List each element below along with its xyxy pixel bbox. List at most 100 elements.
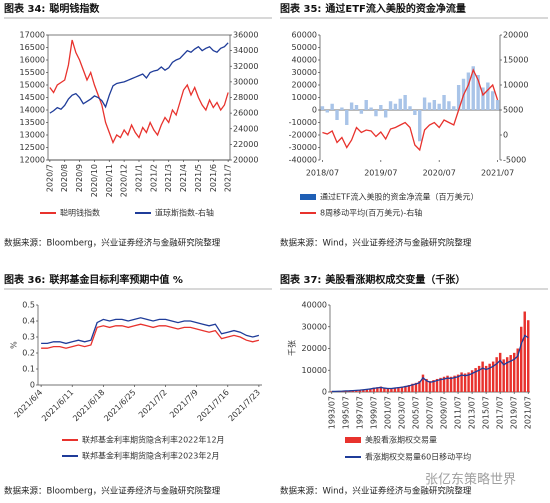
- bar: [411, 383, 414, 392]
- y-tick-label: 0.4: [22, 317, 35, 326]
- y2-tick-label: 10000: [503, 81, 528, 90]
- source-note: 数据来源：Wind，兴业证券经济与金融研究院整理: [280, 486, 472, 497]
- x-tick-label: 2019/07: [510, 396, 519, 429]
- bar: [452, 106, 456, 110]
- figure-label: 图表 37:: [280, 273, 321, 286]
- y-tick-label: -30000: [289, 143, 317, 152]
- line: [322, 68, 499, 152]
- bar: [428, 381, 432, 392]
- y-tick-label: 16500: [20, 43, 45, 52]
- x-tick-label: 2021/1: [135, 164, 144, 192]
- bar: [354, 105, 359, 110]
- y-tick-label: 0.1: [22, 365, 35, 374]
- source-note: 数据来源：Bloomberg，兴业证券经济与金融研究院整理: [4, 486, 221, 497]
- y2-tick-label: -5000: [503, 156, 526, 165]
- bar: [442, 376, 446, 392]
- bar: [495, 357, 498, 392]
- y-tick-label: 13500: [20, 118, 45, 127]
- y-tick-label: 13000: [20, 131, 45, 140]
- bar: [474, 368, 477, 392]
- chart-title: 聪明钱指数: [49, 2, 100, 15]
- bar: [364, 100, 368, 110]
- bar: [486, 82, 490, 110]
- legend-label: 聪明钱指数: [60, 208, 100, 218]
- y-axis-label: %: [10, 341, 19, 349]
- bar: [481, 361, 484, 392]
- bar: [512, 352, 516, 392]
- line: [49, 39, 229, 145]
- bar: [418, 110, 422, 142]
- x-tick-label: 2001/07: [383, 396, 392, 429]
- bar: [432, 100, 437, 110]
- legend-label: 联邦基金利率期货隐含利率2022年12月: [82, 435, 225, 445]
- bar: [362, 389, 365, 392]
- x-tick-label: 2011/07: [454, 396, 463, 429]
- y-tick-label: -20000: [289, 131, 317, 140]
- chart-header: 图表 35: 通过ETF流入美股的资金净流量: [280, 2, 466, 15]
- bar: [400, 386, 404, 392]
- bar: [460, 372, 463, 392]
- bar: [386, 388, 390, 392]
- bar: [330, 391, 333, 392]
- bar: [408, 106, 412, 110]
- x-tick-label: 2021/7: [224, 164, 233, 192]
- legend-label: 通过ETF流入美股的资金净流量（百万美元）: [320, 192, 479, 202]
- plot-frame: [47, 34, 231, 161]
- x-tick-label: 2021/07: [481, 169, 514, 178]
- legend-swatch: [345, 437, 361, 443]
- y-tick-label: 20000: [292, 81, 317, 90]
- bar: [481, 87, 485, 110]
- bar: [456, 85, 461, 110]
- bar: [439, 377, 442, 392]
- bar: [491, 91, 495, 110]
- source-note: 数据来源：Bloomberg，兴业证券经济与金融研究院整理: [4, 238, 221, 249]
- bar: [463, 373, 467, 392]
- bar: [379, 105, 383, 110]
- y-tick-label: 0: [30, 381, 35, 390]
- bar: [413, 110, 417, 115]
- bar: [523, 311, 526, 392]
- bar: [383, 387, 386, 392]
- bar: [520, 326, 523, 392]
- bar: [488, 363, 491, 392]
- y-tick-label: -10000: [289, 118, 317, 127]
- bar: [340, 107, 344, 110]
- chart-title: 通过ETF流入美股的资金净流量: [325, 2, 465, 15]
- y2-tick-label: 26000: [233, 109, 258, 118]
- chart: 图表 34: 聪明钱指数 12000 12500 13000 13500 14000 1450…: [4, 2, 272, 249]
- bar: [502, 359, 505, 392]
- bar: [491, 361, 495, 392]
- bar: [407, 385, 411, 392]
- x-tick-label: 2021/6/25: [102, 388, 137, 423]
- y-tick-label: 0.5: [22, 301, 35, 310]
- x-tick-label: 1997/07: [355, 396, 364, 429]
- bar: [495, 100, 500, 110]
- line: [41, 323, 260, 349]
- y-tick-label: 10000: [292, 93, 317, 102]
- bar: [403, 95, 407, 110]
- chart-header: 图表 37: 美股看涨期权成交变量（千张）: [280, 273, 465, 286]
- x-tick-label: 1999/07: [369, 396, 378, 429]
- chart-title: 联邦基金目标利率预期中值 %: [49, 273, 183, 286]
- x-tick-label: 2021/7/23: [227, 388, 262, 423]
- figure-label: 图表 35:: [280, 2, 321, 15]
- x-tick-label: 2021/7/2: [137, 388, 169, 420]
- bar: [476, 75, 480, 110]
- bar: [320, 106, 325, 110]
- y-tick-label: 50000: [292, 43, 317, 52]
- bar: [376, 387, 379, 392]
- legend-label: 道琼斯指数-右轴: [155, 208, 214, 218]
- bar: [442, 95, 446, 110]
- x-tick-label: 1993/07: [327, 396, 336, 429]
- chart-title: 美股看涨期权成交变量（千张）: [325, 273, 465, 286]
- legend-label: 美股看涨期权交易量: [365, 435, 437, 445]
- bar: [374, 110, 378, 117]
- bar: [393, 103, 398, 110]
- x-tick-label: 2017/07: [496, 396, 505, 429]
- x-tick-label: 2018/07: [306, 169, 339, 178]
- bar: [349, 102, 354, 110]
- bar: [470, 370, 474, 392]
- bar: [404, 385, 407, 392]
- line: [41, 317, 260, 345]
- y2-tick-label: 0: [503, 131, 508, 140]
